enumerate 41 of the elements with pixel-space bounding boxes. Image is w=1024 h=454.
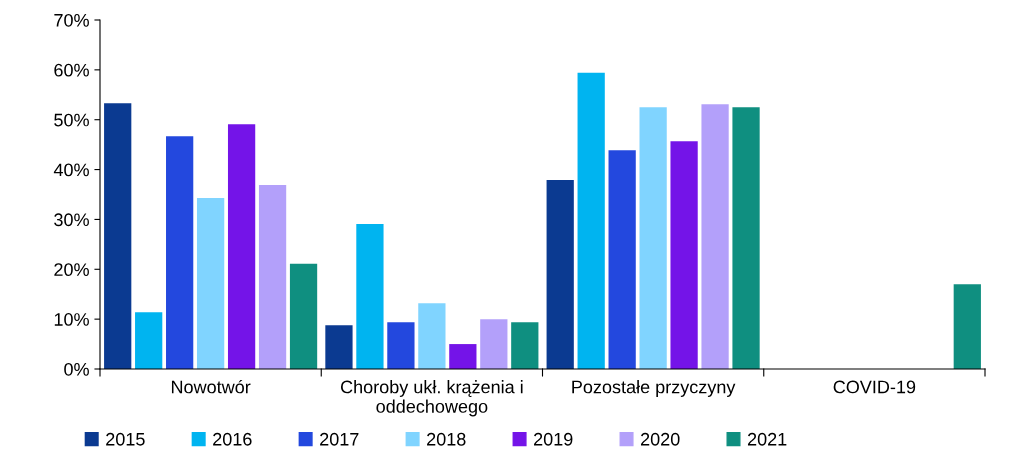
y-tick-label: 40%	[53, 163, 89, 177]
y-tick-label: 10%	[54, 313, 89, 326]
bar	[356, 223, 384, 369]
y-tick-label: 0%	[64, 362, 89, 376]
bar	[289, 263, 318, 369]
bar	[135, 312, 163, 369]
legend-label: 2017	[320, 432, 359, 446]
bar	[227, 124, 256, 369]
legend-label: 2021	[747, 432, 787, 446]
y-tick-label: 60%	[54, 63, 89, 77]
legend-label: 2015	[106, 432, 145, 446]
bar	[480, 319, 508, 369]
bar	[953, 284, 981, 369]
bar	[449, 344, 477, 369]
legend-label: 2018	[427, 432, 466, 446]
bar	[104, 103, 132, 369]
bar	[511, 322, 539, 369]
bar	[325, 325, 353, 369]
bar	[577, 72, 605, 369]
x-tick-label: Choroby ukł. krążenia i oddechowego	[340, 380, 523, 417]
x-tick-label: COVID-19	[833, 380, 916, 394]
bar	[732, 107, 760, 369]
bar	[197, 197, 225, 369]
bar	[608, 150, 636, 369]
legend-label: 2019	[534, 432, 573, 446]
bar	[670, 141, 698, 369]
bar	[387, 322, 415, 369]
bar	[258, 185, 287, 369]
bar	[639, 107, 667, 369]
legend-label: 2020	[640, 432, 680, 446]
bar	[166, 136, 194, 369]
legend-label: 2016	[213, 432, 252, 446]
x-tick-label: Pozostałe przyczyny	[572, 380, 736, 397]
y-tick-label: 30%	[54, 213, 89, 227]
bar	[418, 303, 446, 369]
bar	[701, 104, 729, 369]
y-tick-label: 50%	[54, 113, 89, 127]
x-tick-label: Nowotwór	[171, 379, 251, 394]
bar	[546, 180, 574, 369]
y-tick-label: 70%	[54, 13, 89, 27]
y-tick-label: 20%	[54, 263, 89, 277]
